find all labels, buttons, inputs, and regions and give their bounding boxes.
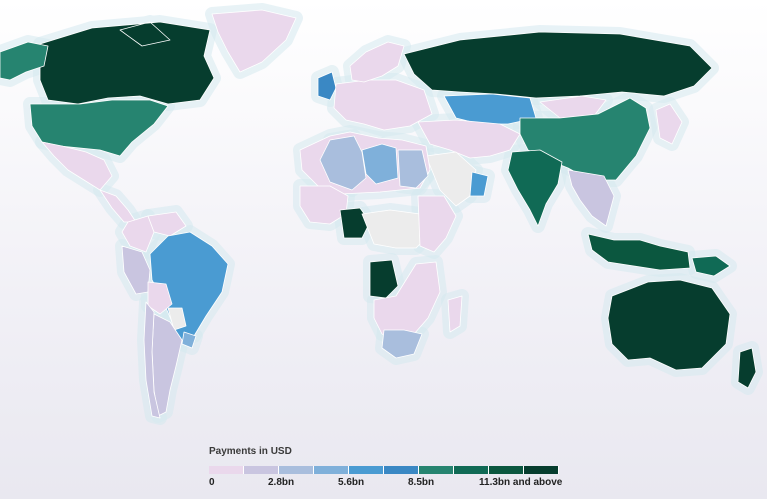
legend-bin-2 [279,466,314,474]
legend-tick-8-5bn: 8.5bn [408,477,435,488]
region-canada[interactable] [39,21,215,105]
map-legend: Payments in USD 0 2.8bn 5.6bn 8.5bn 11.3… [209,446,569,491]
legend-bin-1 [244,466,279,474]
legend-tick-0: 0 [209,477,215,488]
region-bolivia[interactable] [147,281,173,315]
legend-ticks: 0 2.8bn 5.6bn 8.5bn 11.3bn and above [209,477,569,491]
region-europe[interactable] [333,79,433,131]
legend-tick-5-6bn: 5.6bn [338,477,365,488]
legend-title: Payments in USD [209,446,292,457]
region-algeria[interactable] [319,135,367,191]
region-alaska[interactable] [0,41,49,81]
legend-tick-11-3bn: 11.3bn and above [479,477,563,488]
region-angola[interactable] [369,259,399,299]
region-mongolia[interactable] [539,95,607,119]
region-middle-east[interactable] [417,119,521,159]
region-new-zealand[interactable] [737,347,757,389]
legend-bin-8 [489,466,524,474]
region-venezuela[interactable] [147,211,187,237]
region-australia[interactable] [607,279,731,371]
legend-bin-3 [314,466,349,474]
region-paraguay[interactable] [167,307,187,331]
legend-color-scale [209,466,559,474]
region-south-africa[interactable] [381,329,423,359]
region-greenland[interactable] [211,9,297,73]
region-oman[interactable] [469,171,489,197]
world-map [0,3,763,425]
region-papua-new-guinea[interactable] [691,255,731,277]
legend-bin-5 [384,466,419,474]
region-libya[interactable] [361,143,399,185]
region-east-africa[interactable] [417,195,457,253]
region-mexico[interactable] [41,141,113,191]
region-india[interactable] [507,149,563,227]
region-indonesia[interactable] [587,233,691,271]
region-egypt[interactable] [397,149,429,189]
region-southern-africa[interactable] [373,261,441,341]
region-madagascar[interactable] [447,295,463,333]
region-west-africa[interactable] [299,185,349,225]
legend-tick-2-8bn: 2.8bn [268,477,295,488]
region-southeast-asia[interactable] [567,169,615,227]
legend-bin-7 [454,466,489,474]
legend-bin-6 [419,466,454,474]
country-shapes [0,9,757,419]
region-chile[interactable] [143,301,161,419]
region-united-kingdom[interactable] [317,71,337,101]
region-russia[interactable] [403,31,713,99]
legend-bin-9 [524,466,559,474]
region-uruguay[interactable] [181,331,197,349]
legend-bin-0 [209,466,244,474]
region-japan[interactable] [655,103,683,145]
legend-bin-4 [349,466,384,474]
region-scandinavia[interactable] [349,41,405,83]
